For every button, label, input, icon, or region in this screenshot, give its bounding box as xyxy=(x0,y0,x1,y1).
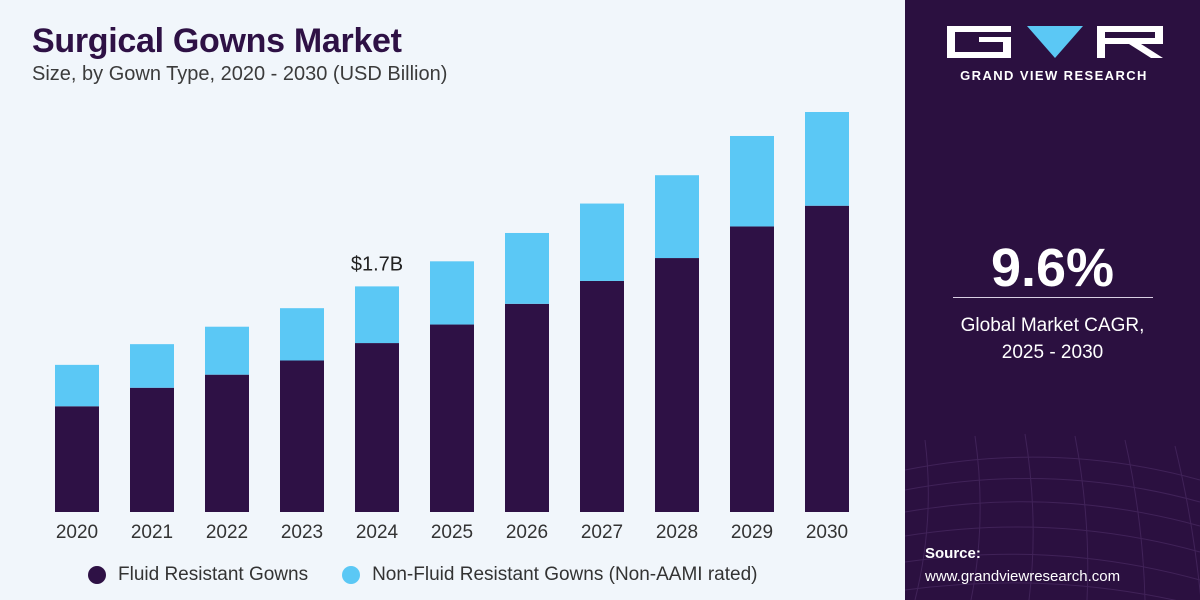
bar-fluid-resistant-gowns-2020 xyxy=(55,406,99,512)
x-tick-label-2029: 2029 xyxy=(731,522,773,543)
sidebar: GRAND VIEW RESEARCH 9.6% Global Market C… xyxy=(905,0,1200,600)
data-label-2024: $1.7B xyxy=(351,253,403,275)
x-tick-label-2020: 2020 xyxy=(56,522,98,543)
x-tick-label-2027: 2027 xyxy=(581,522,623,543)
bar-fluid-resistant-gowns-2026 xyxy=(505,303,549,512)
x-tick-label-2023: 2023 xyxy=(281,522,323,543)
bar-fluid-resistant-gowns-2030 xyxy=(805,205,849,512)
x-tick-label-2030: 2030 xyxy=(806,522,848,543)
legend-swatch-non-fluid xyxy=(342,566,361,584)
x-tick-label-2021: 2021 xyxy=(131,522,173,543)
legend-label-non-fluid: Non-Fluid Resistant Gowns (Non-AAMI rate… xyxy=(372,564,758,585)
bar-fluid-resistant-gowns-2027 xyxy=(580,280,624,512)
cagr-label-line2: 2025 - 2030 xyxy=(1001,342,1104,363)
bar-fluid-resistant-gowns-2022 xyxy=(205,374,249,512)
bar-fluid-resistant-gowns-2023 xyxy=(280,360,324,512)
bar-non-fluid-resistant-gowns-non-aami-rated-2026 xyxy=(505,232,549,304)
bar-non-fluid-resistant-gowns-non-aami-rated-2023 xyxy=(280,308,324,361)
bar-chart: 2020 2021 2022 2023 2024 $1.7B 2025 2026 2027 202… xyxy=(55,112,849,543)
chart-legend: Fluid Resistant Gowns Non-Fluid Resistan… xyxy=(88,562,792,588)
chart-title: Surgical Gowns Market xyxy=(32,22,402,60)
bar-non-fluid-resistant-gowns-non-aami-rated-2022 xyxy=(205,326,249,375)
logo-text: GRAND VIEW RESEARCH xyxy=(960,68,1148,83)
legend-item-fluid: Fluid Resistant Gowns xyxy=(88,564,308,586)
bar-fluid-resistant-gowns-2029 xyxy=(730,226,774,513)
bar-non-fluid-resistant-gowns-non-aami-rated-2028 xyxy=(655,175,699,259)
bar-fluid-resistant-gowns-2021 xyxy=(130,387,174,512)
chart-panel: Surgical Gowns Market Size, by Gown Type… xyxy=(32,22,849,588)
bar-non-fluid-resistant-gowns-non-aami-rated-2021 xyxy=(130,344,174,388)
bar-non-fluid-resistant-gowns-non-aami-rated-2020 xyxy=(55,364,99,407)
x-tick-label-2028: 2028 xyxy=(656,522,698,543)
cagr-label: Global Market CAGR, 2025 - 2030 xyxy=(905,312,1200,366)
bar-non-fluid-resistant-gowns-non-aami-rated-2025 xyxy=(430,261,474,325)
x-tick-label-2024: 2024 xyxy=(356,522,399,543)
chart-subtitle: Size, by Gown Type, 2020 - 2030 (USD Bil… xyxy=(32,63,448,85)
legend-item-non-fluid: Non-Fluid Resistant Gowns (Non-AAMI rate… xyxy=(342,564,758,586)
sidebar-grid-pattern xyxy=(905,433,1200,600)
x-tick-label-2026: 2026 xyxy=(506,522,548,543)
bar-non-fluid-resistant-gowns-non-aami-rated-2030 xyxy=(805,112,849,206)
bar-fluid-resistant-gowns-2024 xyxy=(355,343,399,512)
cagr-divider xyxy=(953,297,1153,298)
x-tick-label-2022: 2022 xyxy=(206,522,248,543)
source-title: Source: xyxy=(925,545,981,562)
cagr-label-line1: Global Market CAGR, xyxy=(960,315,1145,336)
bar-fluid-resistant-gowns-2025 xyxy=(430,324,474,512)
bar-non-fluid-resistant-gowns-non-aami-rated-2024 xyxy=(355,286,399,344)
legend-swatch-fluid xyxy=(88,566,106,584)
cagr-value: 9.6% xyxy=(990,238,1115,298)
x-tick-label-2025: 2025 xyxy=(431,522,473,543)
gvr-logo-icon xyxy=(947,26,1163,58)
source-url[interactable]: www.grandviewresearch.com xyxy=(925,568,1121,585)
bar-fluid-resistant-gowns-2028 xyxy=(655,258,699,512)
legend-label-fluid: Fluid Resistant Gowns xyxy=(118,564,309,585)
bar-non-fluid-resistant-gowns-non-aami-rated-2027 xyxy=(580,203,624,281)
bar-non-fluid-resistant-gowns-non-aami-rated-2029 xyxy=(730,135,774,227)
